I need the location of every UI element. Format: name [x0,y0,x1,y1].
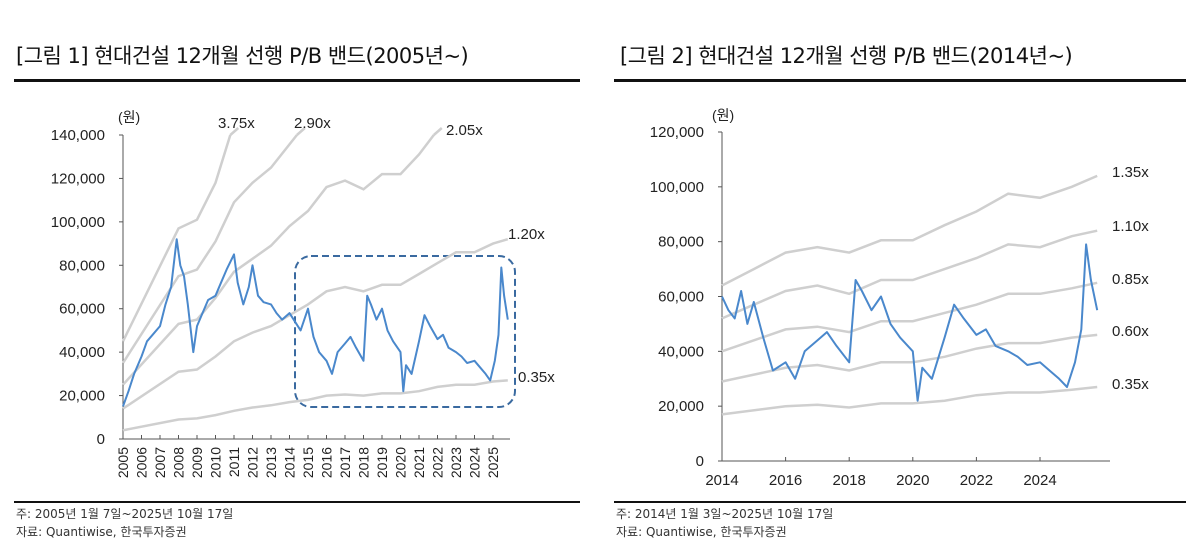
chart1-x-tick-label: 2005 [115,447,131,478]
chart1-source-note: 자료: Quantiwise, 한국투자증권 [16,525,187,539]
chart1-x-tick-label: 2018 [356,447,372,478]
chart1-y-tick-label: 140,000 [51,127,105,144]
chart2-band-label: 1.35x [1112,164,1149,181]
chart1-x-tick-label: 2013 [263,447,279,478]
chart2-band-label: 1.10x [1112,218,1149,235]
chart2-x-tick-label: 2014 [705,472,738,489]
chart1-band-label: 2.90x [294,115,331,132]
chart1-y-tick-label: 60,000 [59,301,105,318]
chart1-unit-label: (원) [118,109,140,125]
chart1-x-tick-label: 2012 [245,447,261,478]
chart1-y-tick-label: 120,000 [51,170,105,187]
chart2-band-label: 0.35x [1112,376,1149,393]
chart2-title-rule [614,79,1186,82]
chart1-x-tick-label: 2014 [282,447,298,478]
chart1-y-tick-label: 0 [97,431,105,448]
chart2-x-tick-label: 2024 [1023,472,1056,489]
chart2-band-1_10x [721,229,1098,320]
chart1-x-tick-label: 2011 [226,447,242,477]
chart1-band-label: 3.75x [218,115,255,132]
chart2-unit-label: (원) [712,107,734,123]
chart2-y-tick-label: 0 [696,453,704,470]
chart2-band-0_85x [721,281,1098,353]
chart1-x-tick-label: 2017 [337,447,353,478]
chart2-y-tick-label: 120,000 [650,124,704,141]
chart2-y-tick-label: 100,000 [650,179,704,196]
chart2-source-note: 자료: Quantiwise, 한국투자증권 [616,525,787,539]
chart1-x-tick-label: 2016 [319,447,335,478]
chart1-x-tick-label: 2009 [189,447,205,478]
chart1-x-tick-label: 2010 [208,447,224,478]
chart2-x-tick-label: 2020 [896,472,929,489]
chart2-band-0_60x [721,333,1098,383]
chart2-title: [그림 2] 현대건설 12개월 선행 P/B 밴드(2014년~) [620,44,1073,68]
chart1-band-0_35x [122,379,508,432]
chart2-y-tick-label: 40,000 [658,343,704,360]
chart2-bottom-rule [614,501,1186,503]
chart1-x-tick-label: 2021 [411,447,427,478]
chart1-y-tick-label: 80,000 [59,257,105,274]
chart1-x-tick-label: 2019 [374,447,390,478]
chart1-band-leader [432,127,443,136]
chart2-band-0_35x [721,385,1098,416]
chart1-notes: 주: 2005년 1월 7일~2025년 10월 17일 자료: Quantiw… [16,505,233,541]
chart1-band-2_05x [122,134,435,386]
chart1-x-tick-label: 2015 [300,447,316,478]
chart2-x-tick-label: 2022 [960,472,993,489]
chart1-x-tick-label: 2023 [448,447,464,478]
chart1-y-tick-label: 100,000 [51,214,105,231]
chart2-band-1_35x [721,174,1098,287]
chart1-y-tick-label: 20,000 [59,388,105,405]
chart2-notes: 주: 2014년 1월 3일~2025년 10월 17일 자료: Quantiw… [616,505,833,541]
chart2-band-label: 0.85x [1112,271,1149,288]
chart1-title: [그림 1] 현대건설 12개월 선행 P/B 밴드(2005년~) [16,44,469,68]
chart1-band-1_20x [122,238,509,410]
chart1-band-3_75x [121,134,232,342]
chart1-band-leader [229,127,240,136]
chart1-band-2_90x [121,134,298,364]
chart2-x-tick-label: 2018 [833,472,866,489]
chart1-title-rule [14,79,580,82]
chart1-x-tick-label: 2020 [393,447,409,478]
chart1-y-tick-label: 40,000 [59,344,105,361]
chart1-x-tick-label: 2007 [152,447,168,478]
chart1-x-tick-label: 2008 [171,447,187,478]
chart2-period-note: 주: 2014년 1월 3일~2025년 10월 17일 [616,507,834,521]
chart2-y-tick-label: 60,000 [658,289,704,306]
chart1-x-tick-label: 2025 [485,447,501,478]
chart1-band-label: 0.35x [518,369,555,386]
chart1-x-tick-label: 2006 [134,447,150,478]
chart2-y-tick-label: 20,000 [658,398,704,415]
chart1-band-leader [296,127,306,136]
chart1-band-label: 2.05x [446,122,483,139]
chart1-x-tick-label: 2022 [430,447,446,478]
chart1-period-note: 주: 2005년 1월 7일~2025년 10월 17일 [16,507,234,521]
chart2-x-tick-label: 2016 [769,472,802,489]
chart2-band-label: 0.60x [1112,323,1149,340]
chart1-highlight-box [294,255,516,408]
chart1-x-tick-label: 2024 [467,447,483,478]
chart2-price-line [721,243,1099,402]
chart2-y-tick-label: 80,000 [658,234,704,251]
chart1-band-label: 1.20x [508,226,545,243]
chart1-bottom-rule [14,501,580,503]
chart1-price-line [122,238,509,407]
